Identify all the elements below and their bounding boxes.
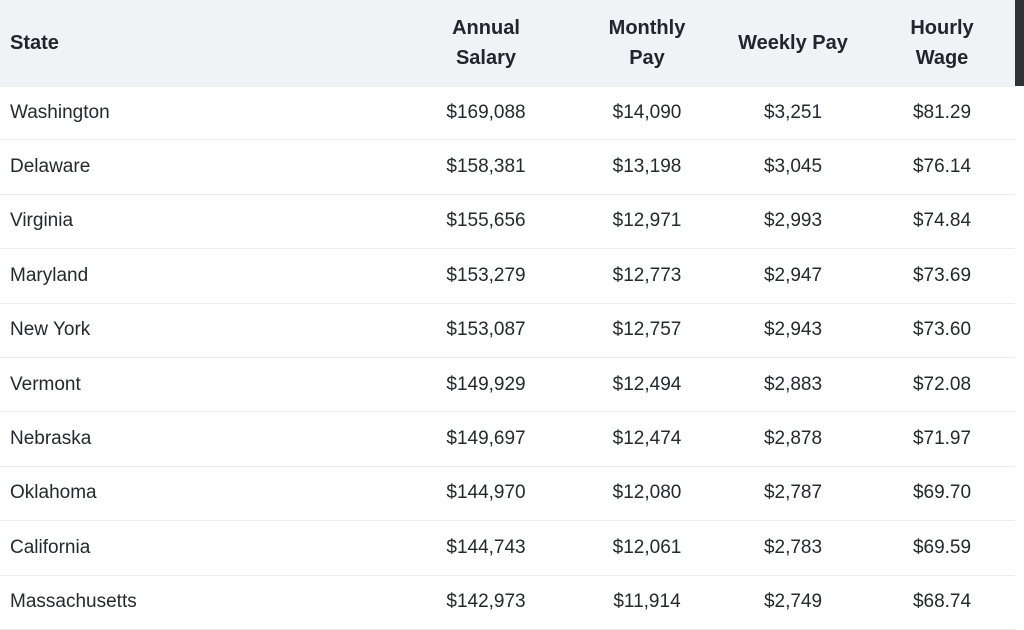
table-body: Washington $169,088 $14,090 $3,251 $81.29 Del… [0, 86, 1024, 630]
cell-annual-salary: $144,743 [446, 536, 526, 558]
cell-monthly-pay: $12,080 [612, 482, 682, 504]
cell-weekly-pay: $3,045 [763, 156, 823, 178]
cell-hourly-wage: $69.59 [912, 536, 972, 558]
column-header-state: State [0, 28, 380, 58]
cell-state: New York [10, 319, 91, 341]
cell-state: Virginia [10, 210, 74, 232]
cell-weekly-pay: $2,878 [763, 428, 823, 450]
cell-annual-salary: $144,970 [446, 482, 526, 504]
table-row: California $144,743 $12,061 $2,783 $69.59 [0, 521, 1024, 576]
cell-monthly-pay: $13,198 [612, 156, 682, 178]
cell-monthly-pay: $12,061 [612, 536, 682, 558]
cell-weekly-pay: $2,783 [763, 536, 823, 558]
cell-hourly-wage: $71.97 [912, 428, 972, 450]
cell-monthly-pay: $12,494 [612, 373, 682, 395]
table-row: Massachusetts $142,973 $11,914 $2,749 $68.74 [0, 576, 1024, 630]
cell-weekly-pay: $2,993 [763, 210, 823, 232]
table-row: Delaware $158,381 $13,198 $3,045 $76.14 [0, 140, 1024, 195]
cell-hourly-wage: $73.69 [912, 264, 972, 286]
cell-annual-salary: $149,929 [446, 373, 526, 395]
column-header-annual-salary: Annual Salary [380, 13, 592, 73]
cell-state: California [10, 536, 91, 558]
cell-annual-salary: $149,697 [446, 428, 526, 450]
cell-hourly-wage: $68.74 [912, 591, 972, 613]
cell-hourly-wage: $74.84 [912, 210, 972, 232]
cell-state: Vermont [10, 373, 81, 395]
column-header-weekly-pay-label: Weekly Pay [738, 32, 848, 54]
cell-hourly-wage: $72.08 [912, 373, 972, 395]
cell-monthly-pay: $12,773 [612, 264, 682, 286]
scrollbar-thumb[interactable] [1015, 0, 1024, 86]
table-row: Oklahoma $144,970 $12,080 $2,787 $69.70 [0, 467, 1024, 522]
cell-weekly-pay: $2,787 [763, 482, 823, 504]
cell-hourly-wage: $76.14 [912, 156, 972, 178]
table-row: Virginia $155,656 $12,971 $2,993 $74.84 [0, 195, 1024, 250]
cell-monthly-pay: $12,757 [612, 319, 682, 341]
cell-annual-salary: $158,381 [446, 156, 526, 178]
column-header-hourly-wage-label: Hourly Wage [910, 17, 974, 69]
cell-weekly-pay: $3,251 [763, 102, 823, 124]
cell-state: Oklahoma [10, 482, 97, 504]
cell-state: Delaware [10, 156, 91, 178]
column-header-monthly-pay-label: Monthly Pay [608, 17, 686, 69]
table-row: Maryland $153,279 $12,773 $2,947 $73.69 [0, 249, 1024, 304]
column-header-weekly-pay: Weekly Pay [702, 28, 884, 58]
cell-monthly-pay: $11,914 [613, 591, 681, 613]
cell-hourly-wage: $69.70 [912, 482, 972, 504]
cell-weekly-pay: $2,883 [763, 373, 823, 395]
cell-state: Maryland [10, 264, 89, 286]
cell-hourly-wage: $81.29 [912, 102, 972, 124]
cell-state: Nebraska [10, 428, 92, 450]
cell-annual-salary: $153,279 [446, 264, 526, 286]
column-header-hourly-wage: Hourly Wage [884, 13, 1000, 73]
cell-monthly-pay: $12,971 [612, 210, 682, 232]
cell-weekly-pay: $2,947 [763, 264, 823, 286]
cell-annual-salary: $155,656 [446, 210, 526, 232]
cell-annual-salary: $169,088 [446, 102, 526, 124]
cell-annual-salary: $153,087 [446, 319, 526, 341]
column-header-annual-salary-label: Annual Salary [452, 17, 520, 69]
table-row: Nebraska $149,697 $12,474 $2,878 $71.97 [0, 412, 1024, 467]
column-header-monthly-pay: Monthly Pay [592, 13, 702, 73]
cell-weekly-pay: $2,749 [763, 591, 823, 613]
table-row: Vermont $149,929 $12,494 $2,883 $72.08 [0, 358, 1024, 413]
column-header-state-label: State [10, 32, 59, 54]
table-row: Washington $169,088 $14,090 $3,251 $81.29 [0, 86, 1024, 141]
table-row: New York $153,087 $12,757 $2,943 $73.60 [0, 304, 1024, 358]
cell-weekly-pay: $2,943 [763, 319, 823, 341]
table-header-row: State Annual Salary Monthly Pay Weekly P… [0, 0, 1024, 86]
cell-state: Washington [10, 102, 110, 124]
cell-annual-salary: $142,973 [446, 591, 526, 613]
cell-state: Massachusetts [10, 591, 137, 613]
cell-monthly-pay: $14,090 [612, 102, 682, 124]
scrollbar-track[interactable] [1015, 0, 1024, 630]
cell-monthly-pay: $12,474 [612, 428, 682, 450]
cell-hourly-wage: $73.60 [912, 319, 972, 341]
